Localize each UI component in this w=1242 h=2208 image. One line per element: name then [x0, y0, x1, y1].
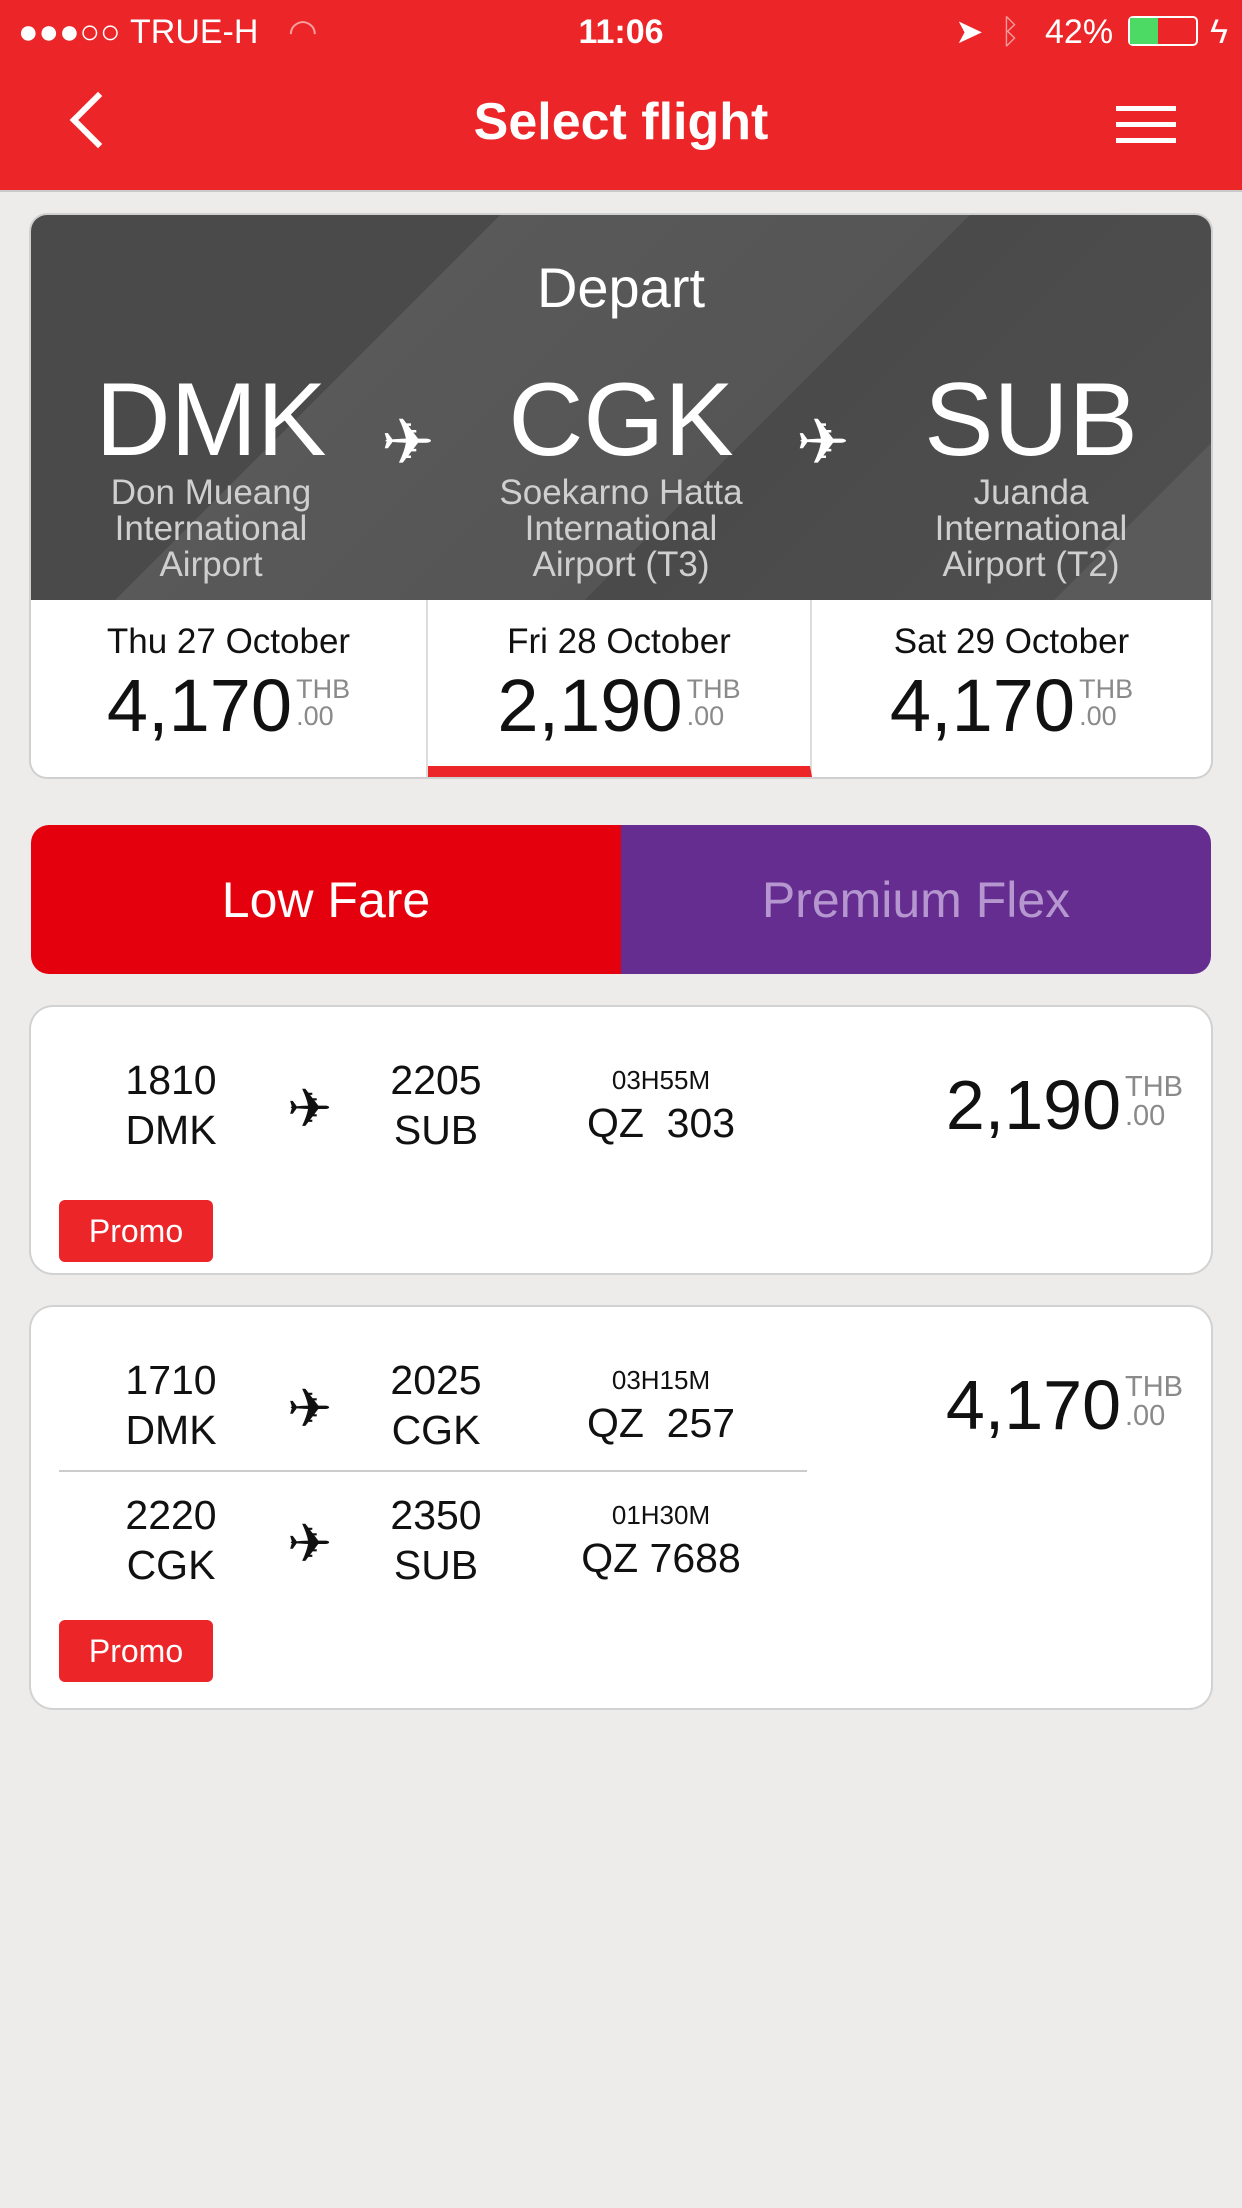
- currency: THB: [686, 674, 741, 704]
- tab-premium-flex[interactable]: Premium Flex: [621, 825, 1211, 974]
- date-price: 4,170: [106, 664, 293, 747]
- route-banner: Depart DMK Don Mueang International Airpo…: [31, 215, 1211, 600]
- duration: 03H15M: [611, 1365, 711, 1395]
- carrier: TRUE-H: [130, 13, 259, 51]
- arrival: 2025 CGK: [371, 1355, 501, 1455]
- status-time: 11:06: [578, 13, 664, 51]
- airport-name: Don Mueang International Airport: [110, 473, 312, 584]
- flight-price: 2,190 THB .00: [946, 1067, 1183, 1143]
- currency: THB: [1125, 1371, 1183, 1403]
- battery-percent: 42%: [1045, 13, 1114, 51]
- flight-card[interactable]: 1710 DMK ✈ 2025 CGK 03H15M QZ 257 2220 CGK ✈…: [31, 1307, 1211, 1708]
- flight-card[interactable]: 1810 DMK ✈ 2205 SUB 03H55M QZ 303 2,190 THB.…: [31, 1007, 1211, 1273]
- currency: THB: [296, 674, 351, 704]
- flight-info: 03H55M QZ 303: [551, 1062, 771, 1148]
- plane-icon: ✈: [381, 406, 435, 478]
- arr-time: 2025: [390, 1357, 482, 1403]
- airport-code: SUB: [924, 362, 1138, 478]
- price: 4,170: [945, 1366, 1121, 1444]
- arr-airport: CGK: [391, 1407, 481, 1453]
- segment-divider: [59, 1470, 807, 1472]
- cents: .00: [1079, 701, 1117, 731]
- dep-time: 1710: [125, 1357, 217, 1403]
- cents: .00: [296, 701, 334, 731]
- dep-airport: DMK: [125, 1107, 217, 1153]
- signal-icon: ●●●○○: [18, 13, 121, 51]
- menu-button[interactable]: [1116, 106, 1176, 143]
- arrival: 2205 SUB: [371, 1055, 501, 1155]
- dep-airport: DMK: [125, 1407, 217, 1453]
- arr-airport: SUB: [393, 1107, 479, 1153]
- date-option[interactable]: Thu 27 October 4,170 THB .00: [31, 600, 428, 777]
- dep-time: 1810: [125, 1057, 217, 1103]
- departure: 1810 DMK: [111, 1055, 231, 1155]
- cents: .00: [1125, 1400, 1166, 1432]
- date-price: 4,170: [889, 664, 1076, 747]
- price: 2,190: [945, 1066, 1121, 1144]
- currency: THB: [1079, 674, 1134, 704]
- departure: 1710 DMK: [111, 1355, 231, 1455]
- airport-stopover: CGK Soekarno Hatta International Airport …: [441, 365, 801, 583]
- duration: 01H30M: [611, 1500, 711, 1530]
- arr-airport: SUB: [393, 1542, 479, 1588]
- flight-number: QZ 303: [586, 1100, 736, 1146]
- tab-low-fare[interactable]: Low Fare: [31, 825, 621, 974]
- promo-badge: Promo: [59, 1620, 213, 1682]
- flight-info: 03H15M QZ 257: [551, 1362, 771, 1448]
- route-card: Depart DMK Don Mueang International Airpo…: [31, 215, 1211, 777]
- direction-label: Depart: [536, 256, 706, 319]
- plane-icon: ✈: [796, 406, 850, 478]
- airport-code: DMK: [95, 362, 327, 478]
- departure: 2220 CGK: [111, 1490, 231, 1590]
- promo-badge: Promo: [59, 1200, 213, 1262]
- wifi-icon: ◠: [288, 13, 318, 51]
- date-label: Fri 28 October: [507, 622, 731, 661]
- date-label: Thu 27 October: [106, 622, 351, 661]
- arrival: 2350 SUB: [371, 1490, 501, 1590]
- date-label: Sat 29 October: [893, 622, 1130, 661]
- airport-code: CGK: [508, 362, 734, 478]
- arr-time: 2350: [390, 1492, 482, 1538]
- currency: THB: [1125, 1071, 1183, 1103]
- dep-time: 2220: [125, 1492, 217, 1538]
- duration: 03H55M: [611, 1065, 711, 1095]
- fare-tabs: Low Fare Premium Flex: [31, 825, 1211, 974]
- airport-name: Soekarno Hatta International Airport (T3…: [499, 473, 743, 584]
- page-title: Select flight: [473, 93, 769, 151]
- dep-airport: CGK: [126, 1542, 216, 1588]
- bluetooth-icon: ᛒ: [1000, 13, 1021, 51]
- top-bar: ●●●○○ TRUE-H ◠ 11:06 ➤ ᛒ 42% ϟ Select fl…: [0, 0, 1242, 192]
- cents: .00: [1125, 1100, 1166, 1132]
- date-option[interactable]: Sat 29 October 4,170 THB .00: [812, 600, 1211, 777]
- plane-icon: ✈: [287, 1379, 333, 1439]
- location-icon: ➤: [955, 13, 984, 51]
- flight-number: QZ 7688: [581, 1535, 741, 1581]
- flight-info: 01H30M QZ 7688: [551, 1497, 771, 1583]
- cents: .00: [686, 701, 725, 731]
- plane-icon: ✈: [287, 1514, 333, 1574]
- airport-origin: DMK Don Mueang International Airport: [31, 365, 391, 583]
- airport-name: Juanda International Airport (T2): [934, 473, 1128, 584]
- charging-icon: ϟ: [1210, 13, 1228, 51]
- date-option-selected[interactable]: Fri 28 October 2,190 THB .00: [428, 600, 812, 777]
- battery-icon: [1128, 16, 1198, 46]
- flight-number: QZ 257: [586, 1400, 736, 1446]
- flight-price: 4,170 THB .00: [946, 1367, 1183, 1443]
- arr-time: 2205: [390, 1057, 482, 1103]
- plane-icon: ✈: [287, 1079, 333, 1139]
- date-price: 2,190: [497, 664, 683, 747]
- airport-destination: SUB Juanda International Airport (T2): [851, 365, 1211, 583]
